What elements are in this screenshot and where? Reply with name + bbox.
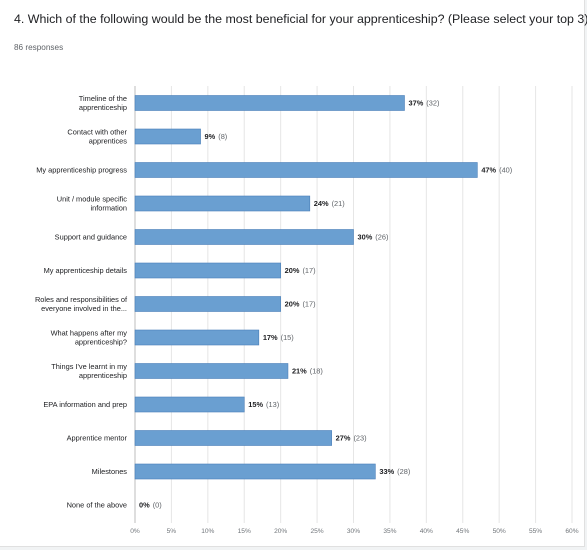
category-label: None of the above xyxy=(67,501,127,510)
category-label: EPA information and prep xyxy=(43,400,127,409)
value-label: 37% (32) xyxy=(408,99,439,108)
x-tick-label: 40% xyxy=(420,528,433,535)
category-label: Roles and responsibilities of everyone in… xyxy=(35,295,128,313)
category-label: Contact with other apprentices xyxy=(67,128,127,146)
bar xyxy=(134,162,478,178)
bar xyxy=(134,363,289,379)
question-title: 4. Which of the following would be the m… xyxy=(14,12,587,26)
x-tick-label: 50% xyxy=(493,528,506,535)
value-label: 9% (8) xyxy=(205,132,228,141)
category-label: My apprenticeship progress xyxy=(36,166,127,175)
value-label: 0% (0) xyxy=(139,501,162,510)
x-tick-label: 5% xyxy=(167,528,177,535)
bar xyxy=(134,296,281,312)
value-label: 47% (40) xyxy=(481,166,512,175)
x-tick-label: 60% xyxy=(565,528,578,535)
category-label: Unit / module specific information xyxy=(57,195,128,213)
x-tick-label: 0% xyxy=(130,528,140,535)
bar xyxy=(134,195,311,212)
category-label: Milestones xyxy=(92,467,128,476)
value-label: 27% (23) xyxy=(336,434,367,443)
category-label: What happens after my apprenticeship? xyxy=(51,329,128,347)
x-tick-label: 25% xyxy=(310,528,323,535)
value-label: 30% (26) xyxy=(358,233,389,242)
value-label: 21% (18) xyxy=(292,367,323,376)
bar xyxy=(134,262,281,279)
category-label: Apprentice mentor xyxy=(67,434,128,443)
value-label: 15% (13) xyxy=(248,400,279,409)
bar xyxy=(134,430,332,446)
bar xyxy=(134,95,405,111)
x-tick-label: 15% xyxy=(238,528,251,535)
bar xyxy=(134,463,376,480)
value-label: 33% (28) xyxy=(379,467,410,476)
response-count: 86 responses xyxy=(14,43,64,52)
bar xyxy=(134,329,260,346)
category-label: Things I've learnt in my apprenticeship xyxy=(51,362,127,380)
value-label: 17% (15) xyxy=(263,333,294,342)
bar xyxy=(134,396,245,413)
value-label: 20% (17) xyxy=(285,300,316,309)
x-tick-label: 30% xyxy=(347,528,360,535)
bar xyxy=(134,229,354,245)
value-label: 20% (17) xyxy=(285,266,316,275)
category-label: My apprenticeship details xyxy=(44,266,128,275)
x-tick-label: 10% xyxy=(201,528,214,535)
x-tick-label: 55% xyxy=(529,528,542,535)
x-tick-label: 20% xyxy=(274,528,287,535)
x-tick-label: 35% xyxy=(383,528,396,535)
category-label: Timeline of the apprenticeship xyxy=(79,94,127,112)
bar xyxy=(134,128,201,145)
category-label: Support and guidance xyxy=(55,233,127,242)
value-label: 24% (21) xyxy=(314,199,345,208)
x-tick-label: 45% xyxy=(456,528,469,535)
